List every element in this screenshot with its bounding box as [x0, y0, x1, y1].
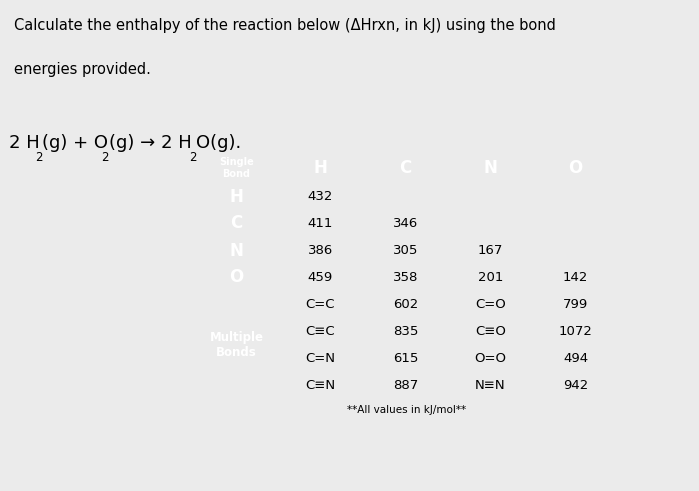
Text: 602: 602 — [393, 298, 418, 311]
Text: C: C — [231, 215, 243, 233]
Text: Single
Bond: Single Bond — [219, 157, 254, 179]
Text: 2: 2 — [189, 151, 196, 164]
Text: C≡O: C≡O — [475, 325, 506, 338]
Text: N: N — [484, 159, 498, 177]
Text: 167: 167 — [478, 244, 503, 257]
Text: H: H — [314, 159, 327, 177]
Text: (g) → 2 H: (g) → 2 H — [109, 134, 192, 152]
Text: C≡N: C≡N — [305, 379, 336, 392]
Text: C: C — [399, 159, 412, 177]
Text: N: N — [229, 242, 243, 260]
Text: energies provided.: energies provided. — [14, 62, 151, 77]
Text: 942: 942 — [563, 379, 588, 392]
Text: 358: 358 — [393, 271, 418, 284]
Text: O: O — [568, 159, 583, 177]
Text: (g) + O: (g) + O — [42, 134, 108, 152]
Text: 432: 432 — [308, 190, 333, 203]
Text: 615: 615 — [393, 352, 418, 365]
Text: 411: 411 — [308, 217, 333, 230]
Text: 494: 494 — [563, 352, 588, 365]
Text: 799: 799 — [563, 298, 588, 311]
Text: Multiple
Bonds: Multiple Bonds — [210, 331, 264, 359]
Text: 2: 2 — [101, 151, 108, 164]
Text: C=N: C=N — [305, 352, 336, 365]
Text: 386: 386 — [308, 244, 333, 257]
Text: N≡N: N≡N — [475, 379, 506, 392]
Text: 346: 346 — [393, 217, 418, 230]
Text: C=O: C=O — [475, 298, 506, 311]
Text: 2: 2 — [35, 151, 42, 164]
Text: H: H — [229, 188, 243, 206]
Text: 201: 201 — [478, 271, 503, 284]
Text: C=C: C=C — [305, 298, 336, 311]
Text: 2 H: 2 H — [9, 134, 40, 152]
Text: 459: 459 — [308, 271, 333, 284]
Text: Calculate the enthalpy of the reaction below (ΔHrxn, in kJ) using the bond: Calculate the enthalpy of the reaction b… — [14, 19, 556, 33]
Text: O(g).: O(g). — [196, 134, 241, 152]
Text: C≡C: C≡C — [305, 325, 336, 338]
Text: 1072: 1072 — [559, 325, 593, 338]
Text: 835: 835 — [393, 325, 418, 338]
Text: O=O: O=O — [475, 352, 507, 365]
Text: 142: 142 — [563, 271, 588, 284]
Text: 887: 887 — [393, 379, 418, 392]
Text: 305: 305 — [393, 244, 418, 257]
Text: **All values in kJ/mol**: **All values in kJ/mol** — [347, 405, 466, 415]
Text: O: O — [229, 269, 244, 287]
